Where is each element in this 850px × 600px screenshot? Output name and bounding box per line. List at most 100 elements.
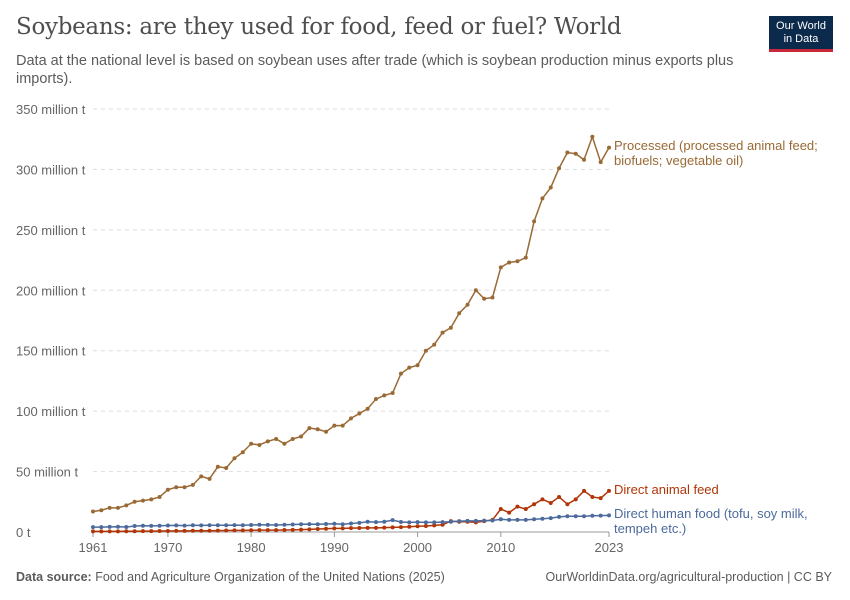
data-point	[582, 157, 587, 162]
data-point	[157, 494, 162, 499]
data-point	[407, 520, 412, 525]
data-point	[515, 259, 520, 264]
data-point	[232, 456, 237, 461]
data-point	[532, 517, 537, 522]
data-point	[107, 529, 112, 534]
data-point	[457, 519, 462, 524]
logo-text-1: Our World	[776, 20, 826, 32]
data-point	[365, 525, 370, 530]
data-point	[249, 441, 254, 446]
data-point	[532, 502, 537, 507]
data-point	[590, 134, 595, 139]
y-tick-label: 0 t	[16, 525, 31, 540]
data-point	[490, 518, 495, 523]
data-point	[282, 441, 287, 446]
data-point	[415, 363, 420, 368]
data-point	[515, 504, 520, 509]
data-point	[207, 476, 212, 481]
data-point	[207, 528, 212, 533]
data-point	[573, 497, 578, 502]
data-point	[482, 518, 487, 523]
data-point	[590, 513, 595, 518]
data-point	[407, 365, 412, 370]
data-point	[182, 485, 187, 490]
data-point	[157, 523, 162, 528]
data-point	[332, 521, 337, 526]
data-point	[332, 423, 337, 428]
data-point	[340, 423, 345, 428]
data-point	[299, 434, 304, 439]
data-point	[582, 514, 587, 519]
y-tick-label: 50 million t	[16, 465, 79, 480]
data-point	[290, 522, 295, 527]
data-point	[149, 529, 154, 534]
x-tick-label: 1961	[79, 540, 108, 555]
data-point	[573, 514, 578, 519]
data-point	[124, 529, 129, 534]
data-point	[382, 525, 387, 530]
series-label: tempeh etc.)	[614, 521, 686, 536]
data-point	[423, 348, 428, 353]
x-tick-label: 2010	[486, 540, 515, 555]
data-point	[407, 524, 412, 529]
data-point	[365, 406, 370, 411]
data-point	[157, 529, 162, 534]
data-point	[115, 505, 120, 510]
y-tick-label: 250 million t	[16, 223, 86, 238]
data-point	[132, 499, 137, 504]
y-tick-label: 350 million t	[16, 102, 86, 117]
series-label: Processed (processed animal feed;	[614, 138, 818, 153]
data-point	[598, 160, 603, 165]
y-tick-label: 200 million t	[16, 283, 86, 298]
x-tick-label: 2023	[595, 540, 624, 555]
data-point	[249, 528, 254, 533]
data-point	[249, 522, 254, 527]
data-point	[240, 523, 245, 528]
data-point	[290, 527, 295, 532]
data-point	[240, 450, 245, 455]
data-point	[107, 524, 112, 529]
data-point	[299, 527, 304, 532]
source-label: Data source:	[16, 570, 92, 584]
owid-logo[interactable]: Our World in Data	[769, 16, 833, 52]
data-point	[190, 523, 195, 528]
data-point	[232, 523, 237, 528]
data-point	[91, 509, 95, 514]
data-point	[215, 523, 220, 528]
data-point	[448, 519, 453, 524]
data-point	[357, 520, 362, 525]
data-point	[473, 288, 478, 293]
series-line	[93, 489, 610, 533]
data-source: Data source: Food and Agriculture Organi…	[16, 570, 445, 584]
data-point	[224, 528, 229, 533]
footer-link[interactable]: OurWorldinData.org/agricultural-producti…	[545, 570, 832, 584]
data-point	[573, 151, 578, 156]
data-point	[299, 522, 304, 527]
data-point	[99, 529, 104, 534]
data-point	[115, 529, 120, 534]
data-point	[124, 525, 129, 530]
data-point	[357, 526, 362, 531]
data-point	[332, 526, 337, 531]
data-point	[490, 295, 495, 300]
data-point	[182, 528, 187, 533]
data-point	[607, 145, 611, 150]
chart-subtitle: Data at the national level is based on s…	[16, 53, 734, 87]
data-point	[532, 219, 537, 224]
data-point	[149, 523, 154, 528]
y-tick-label: 300 million t	[16, 162, 86, 177]
data-point	[215, 528, 220, 533]
data-point	[315, 427, 320, 432]
data-point	[199, 528, 204, 533]
data-point	[415, 524, 420, 529]
data-point	[290, 436, 295, 441]
data-point	[482, 519, 487, 524]
data-point	[482, 296, 487, 301]
series-label: Direct animal feed	[614, 482, 719, 497]
data-point	[548, 500, 553, 505]
data-point	[91, 529, 95, 534]
data-point	[324, 526, 329, 531]
data-point	[498, 517, 503, 522]
data-point	[607, 488, 611, 493]
